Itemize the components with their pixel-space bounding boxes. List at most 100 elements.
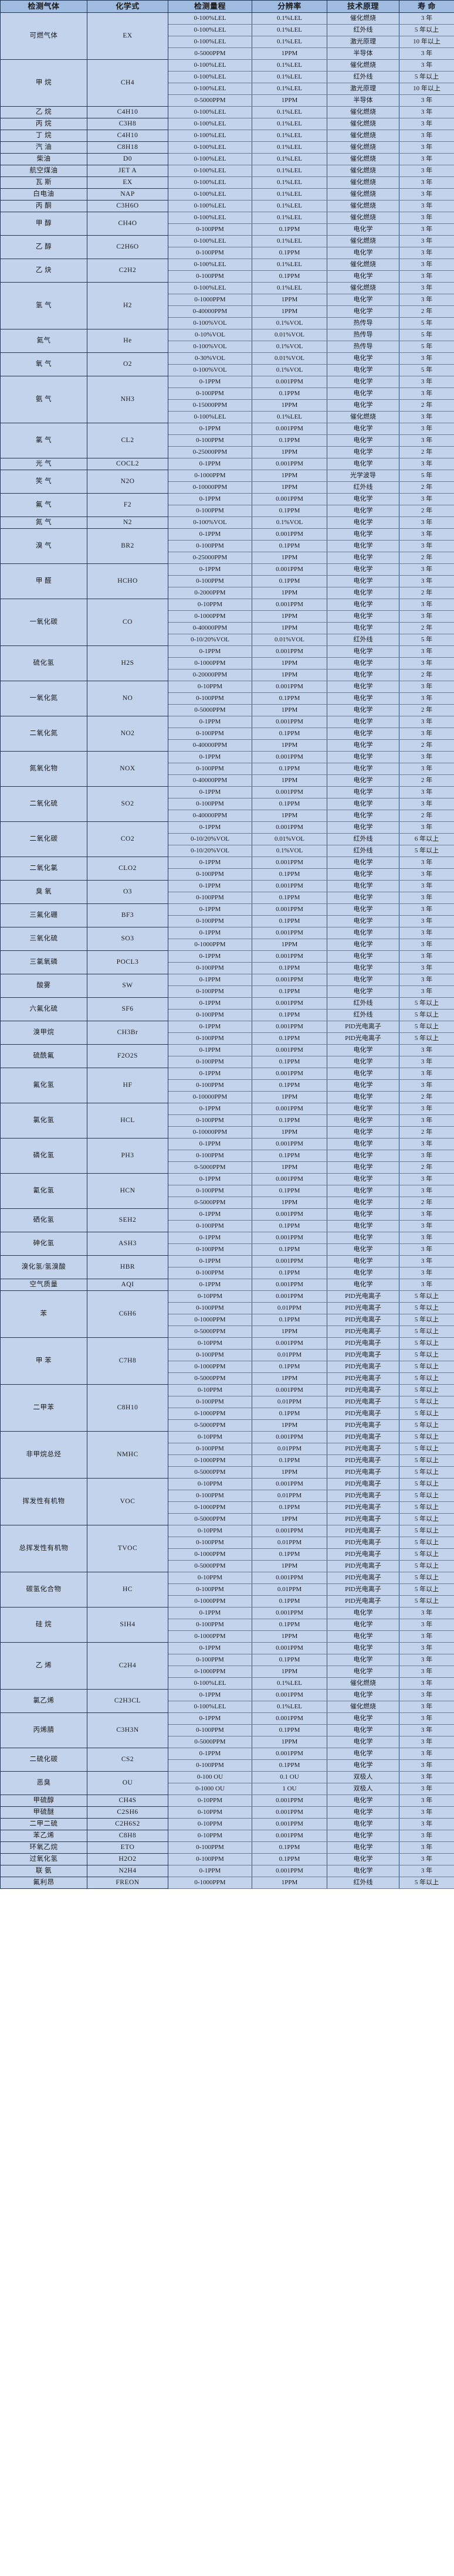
gas-name-cell: 苯乙烯 <box>0 1830 87 1842</box>
gas-name-cell: 硫酰氟 <box>0 1044 87 1068</box>
table-row: 一氧化氮 NO 0-10PPM 0.001PPM 电化学 3 年 <box>0 681 454 716</box>
lifetime-cell: 3 年 <box>399 388 454 400</box>
lifetime-cell: 3 年 <box>399 1701 454 1713</box>
resolution-cell: 0.1PPM <box>252 270 327 283</box>
technology-principle-cell: 电化学 <box>327 423 399 435</box>
table-row: 光 气 COCL2 0-1PPM 0.001PPM 电化学 3 年 <box>0 458 454 470</box>
lifetime-cell: 3 年 <box>399 294 454 306</box>
detection-range-cell: 0-100PPM <box>168 1654 252 1666</box>
chemical-formula-cell: NOX <box>87 751 168 787</box>
detection-range-cell: 0-1PPM <box>168 563 252 576</box>
resolution-cell: 0.1PPM <box>252 1759 327 1772</box>
resolution-cell: 0.1%LEL <box>252 130 327 142</box>
lifetime-cell: 3 年 <box>399 458 454 470</box>
technology-principle-cell: 电化学 <box>327 1091 399 1103</box>
resolution-cell: 1PPM <box>252 94 327 107</box>
detection-range-cell: 0-100PPM <box>168 223 252 236</box>
technology-principle-cell: 催化燃烧 <box>327 106 399 118</box>
technology-principle-cell: 红外线 <box>327 845 399 857</box>
resolution-cell: 0.1%LEL <box>252 36 327 48</box>
lifetime-cell: 5 年 <box>399 364 454 376</box>
technology-principle-cell: 电化学 <box>327 857 399 869</box>
gas-name-cell: 二氧化氯 <box>0 857 87 881</box>
header-row: 检测气体 化学式 检测量程 分辨率 技术原理 寿 命 <box>0 0 454 13</box>
detection-range-cell: 0-1PPM <box>168 716 252 728</box>
gas-name-cell: 丙 烷 <box>0 118 87 130</box>
chemical-formula-cell: OU <box>87 1771 168 1795</box>
table-row: 氧 气 O2 0-30%VOL 0.01%VOL 电化学 3 年 <box>0 352 454 376</box>
resolution-cell: 0.1PPM <box>252 1185 327 1197</box>
resolution-cell: 1PPM <box>252 1466 327 1479</box>
table-row: 酸雾 SW 0-1PPM 0.001PPM 电化学 3 年 <box>0 974 454 998</box>
lifetime-cell: 3 年 <box>399 118 454 130</box>
technology-principle-cell: 电化学 <box>327 716 399 728</box>
table-row: 0-10/20%VOL 0.01%VOL 红外线 6 年以上 <box>1 833 454 845</box>
lifetime-cell: 3 年 <box>399 985 454 998</box>
technology-principle-cell: 电化学 <box>327 681 399 693</box>
lifetime-cell: 5 年以上 <box>399 1337 454 1350</box>
detection-range-cell: 0-100PPM <box>168 962 252 974</box>
gas-name-cell: 苯 <box>0 1290 87 1338</box>
chemical-formula-cell: NO <box>87 681 168 716</box>
technology-principle-cell: PID光电离子 <box>327 1021 399 1033</box>
resolution-cell: 0.1PPM <box>252 1361 327 1373</box>
detection-range-cell: 0-25000PPM <box>168 446 252 458</box>
lifetime-cell: 3 年 <box>399 1044 454 1056</box>
table-row: 三氯氧磷 POCL3 0-1PPM 0.001PPM 电化学 3 年 <box>0 950 454 974</box>
detection-range-cell: 0-10/20%VOL <box>168 634 252 646</box>
detection-range-cell: 0-1000PPM <box>168 1666 252 1678</box>
table-row: 氯 气 CL2 0-1PPM 0.001PPM 电化学 3 年 <box>0 423 454 458</box>
gas-name-cell: 非甲烷总烃 <box>0 1431 87 1479</box>
table-row: 丙 烷 C3H8 0-100%LEL 0.1%LEL 催化燃烧 3 年 <box>0 118 454 130</box>
technology-principle-cell: 催化燃烧 <box>327 12 399 25</box>
chemical-formula-cell: JET A <box>87 165 168 177</box>
gas-name-cell: 甲硫醚 <box>0 1806 87 1819</box>
technology-principle-cell: 电化学 <box>327 1724 399 1736</box>
resolution-cell: 0.1%LEL <box>252 212 327 224</box>
gas-name-cell: 汽 油 <box>0 141 87 154</box>
technology-principle-cell: 电化学 <box>327 1630 399 1643</box>
table-row: 0-100PPM 0.1PPM 电化学 3 年 <box>1 1079 454 1092</box>
table-row: 0-1000PPM 0.1PPM PID光电离子 5 年以上 <box>1 1314 454 1326</box>
resolution-cell: 0.001PPM <box>252 997 327 1010</box>
resolution-cell: 0.1%LEL <box>252 153 327 165</box>
table-row: 过氧化氢 H2O2 0-100PPM 0.1PPM 电化学 3 年 <box>0 1853 454 1865</box>
chemical-formula-cell: SEH2 <box>87 1208 168 1232</box>
resolution-cell: 0.001PPM <box>252 1384 327 1396</box>
table-row: 0-1000PPM 0.1PPM PID光电离子 5 年以上 <box>1 1361 454 1373</box>
detection-range-cell: 0-100PPM <box>168 1243 252 1256</box>
lifetime-cell: 3 年 <box>399 1607 454 1619</box>
detection-range-cell: 0-10%VOL <box>168 329 252 341</box>
resolution-cell: 0.1PPM <box>252 1243 327 1256</box>
technology-principle-cell: 红外线 <box>327 481 399 494</box>
table-row: 0-100%LEL 0.1%LEL 激光原理 10 年以上 <box>1 83 454 95</box>
chemical-formula-cell: CH4 <box>87 59 168 107</box>
resolution-cell: 0.1PPM <box>252 985 327 998</box>
table-row: 硫酰氟 F2O2S 0-1PPM 0.001PPM 电化学 3 年 <box>0 1044 454 1068</box>
lifetime-cell: 3 年 <box>399 1185 454 1197</box>
lifetime-cell: 3 年 <box>399 516 454 529</box>
lifetime-cell: 5 年以上 <box>399 1877 454 1889</box>
resolution-cell: 1PPM <box>252 810 327 822</box>
technology-principle-cell: 电化学 <box>327 751 399 763</box>
lifetime-cell: 3 年 <box>399 1795 454 1807</box>
detection-range-cell: 0-100PPM <box>168 247 252 259</box>
chemical-formula-cell: NMHC <box>87 1431 168 1479</box>
lifetime-cell: 2 年 <box>399 810 454 822</box>
technology-principle-cell: 电化学 <box>327 1736 399 1748</box>
resolution-cell: 1PPM <box>252 939 327 951</box>
technology-principle-cell: 催化燃烧 <box>327 130 399 142</box>
resolution-cell: 0.1PPM <box>252 1009 327 1021</box>
lifetime-cell: 3 年 <box>399 974 454 986</box>
chemical-formula-cell: H2S <box>87 645 168 681</box>
detection-range-cell: 0-100%LEL <box>168 59 252 72</box>
detection-range-cell: 0-100PPM <box>168 892 252 904</box>
gas-name-cell: 柴油 <box>0 153 87 165</box>
table-row: 丁 烷 C4H10 0-100%LEL 0.1%LEL 催化燃烧 3 年 <box>0 130 454 142</box>
chemical-formula-cell: TVOC <box>87 1525 168 1572</box>
table-row: 0-100%LEL 0.1%LEL 催化燃烧 3 年 <box>1 1701 454 1713</box>
resolution-cell: 1PPM <box>252 1161 327 1174</box>
lifetime-cell: 3 年 <box>399 563 454 576</box>
table-header: 检测气体 化学式 检测量程 分辨率 技术原理 寿 命 <box>0 0 454 13</box>
detection-range-cell: 0-100%LEL <box>168 411 252 423</box>
